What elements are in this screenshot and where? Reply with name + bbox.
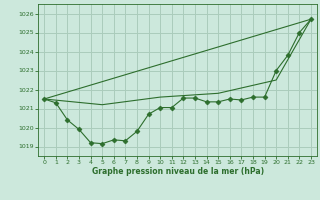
X-axis label: Graphe pression niveau de la mer (hPa): Graphe pression niveau de la mer (hPa): [92, 167, 264, 176]
